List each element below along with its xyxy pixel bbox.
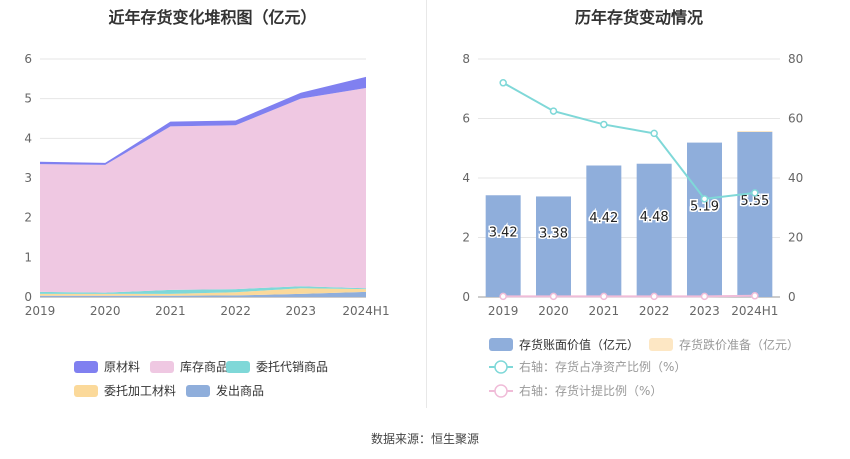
inventory-bar [737, 131, 773, 297]
area-process [40, 288, 366, 296]
inventory-bar [636, 163, 672, 297]
net-asset-ratio-line [502, 81, 755, 200]
area-shipped [40, 291, 366, 297]
y2-tick-label: 20 [788, 231, 803, 245]
x-tick-label: 2020 [90, 304, 121, 318]
y2-tick-label: 0 [788, 290, 796, 304]
inventory-bar [687, 142, 722, 297]
bar-value-label: 4.48 [640, 210, 669, 225]
y-tick-label: 4 [462, 171, 470, 185]
stacked-area-chart: 0 1 2 3 4 5 6 2019 2020 2021 2022 2023 2024H1 原材料 库存商品… [24, 52, 389, 398]
y2-tick-label: 80 [788, 52, 803, 66]
y-tick-label: 3 [24, 171, 32, 185]
inventory-bar [485, 195, 521, 297]
legend-label: 委托加工材料 [104, 384, 176, 398]
net-asset-ratio-point [700, 195, 709, 203]
y-tick-label: 0 [24, 290, 32, 304]
legend-label: 委托代销商品 [256, 359, 328, 374]
legend-label: 发出商品 [216, 383, 264, 398]
inventory-bar [586, 165, 622, 297]
x-tick-label: 2023 [689, 304, 720, 318]
x-tick-label: 2022 [639, 304, 670, 318]
panel-divider [426, 0, 427, 408]
x-tick-label: 2022 [220, 304, 251, 318]
provision-ratio-point [751, 292, 759, 300]
legend-swatch [186, 385, 210, 397]
y-tick-label: 6 [462, 112, 470, 126]
x-tick-label: 2020 [538, 304, 569, 318]
y-tick-label: 4 [24, 131, 32, 145]
y-tick-label: 1 [24, 250, 32, 264]
net-asset-ratio-point [600, 120, 608, 129]
bar-value-label: 5.55 [740, 194, 769, 209]
x-tick-label: 2021 [589, 304, 620, 318]
reserve-bar [737, 130, 773, 132]
provision-ratio-point [499, 292, 507, 301]
legend-label: 库存商品 [180, 359, 228, 374]
net-asset-ratio-point [751, 189, 759, 197]
provision-ratio-point [700, 292, 709, 301]
x-tick-label: 2021 [155, 304, 186, 318]
legend-label: 存货账面价值（亿元） [519, 337, 639, 352]
net-asset-ratio-point [650, 129, 658, 138]
y-tick-label: 5 [24, 92, 32, 106]
net-asset-ratio-point [549, 107, 558, 115]
x-tick-label: 2019 [488, 304, 519, 318]
inventory-bar [536, 196, 571, 297]
right-chart-title: 历年存货变动情况 [574, 8, 703, 27]
y-tick-label: 2 [462, 231, 470, 245]
x-tick-label: 2019 [25, 304, 56, 318]
y-tick-label: 8 [462, 52, 470, 66]
legend-marker [494, 360, 508, 374]
area-stock [40, 87, 366, 293]
y-tick-label: 6 [24, 52, 32, 66]
bar-value-label: 3.42 [489, 226, 518, 241]
legend-swatch [74, 385, 98, 397]
legend-label: 右轴：存货计提比例（%） [519, 383, 662, 398]
legend-swatch [489, 338, 513, 351]
provision-ratio-point [600, 292, 608, 301]
y2-tick-label: 60 [788, 112, 803, 126]
bar-value-label: 3.38 [539, 226, 568, 241]
x-tick-label: 2024H1 [342, 304, 389, 318]
provision-ratio-point [549, 292, 558, 301]
legend-marker [494, 384, 508, 398]
y-tick-label: 2 [24, 211, 32, 225]
bar-value-label: 4.42 [589, 211, 618, 226]
provision-ratio-point [650, 292, 658, 301]
legend-swatch [226, 361, 250, 373]
x-tick-label: 2023 [286, 304, 317, 318]
area-raw [40, 76, 366, 165]
legend-label: 原材料 [104, 360, 140, 374]
y2-tick-label: 40 [788, 171, 803, 185]
provision-ratio-line [503, 294, 755, 298]
legend-swatch [74, 361, 98, 373]
net-asset-ratio-point [499, 79, 507, 87]
bar-value-label: 5.19 [690, 199, 719, 214]
x-tick-label: 2024H1 [731, 304, 778, 318]
legend-label: 右轴：存货占净资产比例（%） [519, 359, 686, 374]
left-chart-title: 近年存货变化堆积图（亿元） [108, 8, 317, 27]
data-source-note: 数据来源：恒生聚源 [370, 432, 479, 446]
legend-label: 存货跌价准备（亿元） [679, 337, 799, 352]
legend-swatch [150, 361, 174, 373]
legend-swatch [649, 338, 673, 351]
area-consign [40, 286, 366, 294]
y-tick-label: 0 [462, 290, 470, 304]
